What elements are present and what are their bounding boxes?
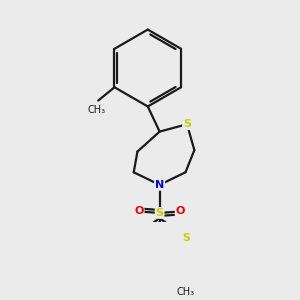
Text: CH₃: CH₃ bbox=[177, 287, 195, 297]
Text: S: S bbox=[156, 208, 164, 218]
Text: S: S bbox=[182, 232, 190, 242]
Text: O: O bbox=[176, 206, 185, 217]
Text: O: O bbox=[134, 206, 144, 217]
Text: N: N bbox=[155, 180, 164, 190]
Text: S: S bbox=[183, 119, 191, 129]
Text: CH₃: CH₃ bbox=[88, 105, 106, 115]
